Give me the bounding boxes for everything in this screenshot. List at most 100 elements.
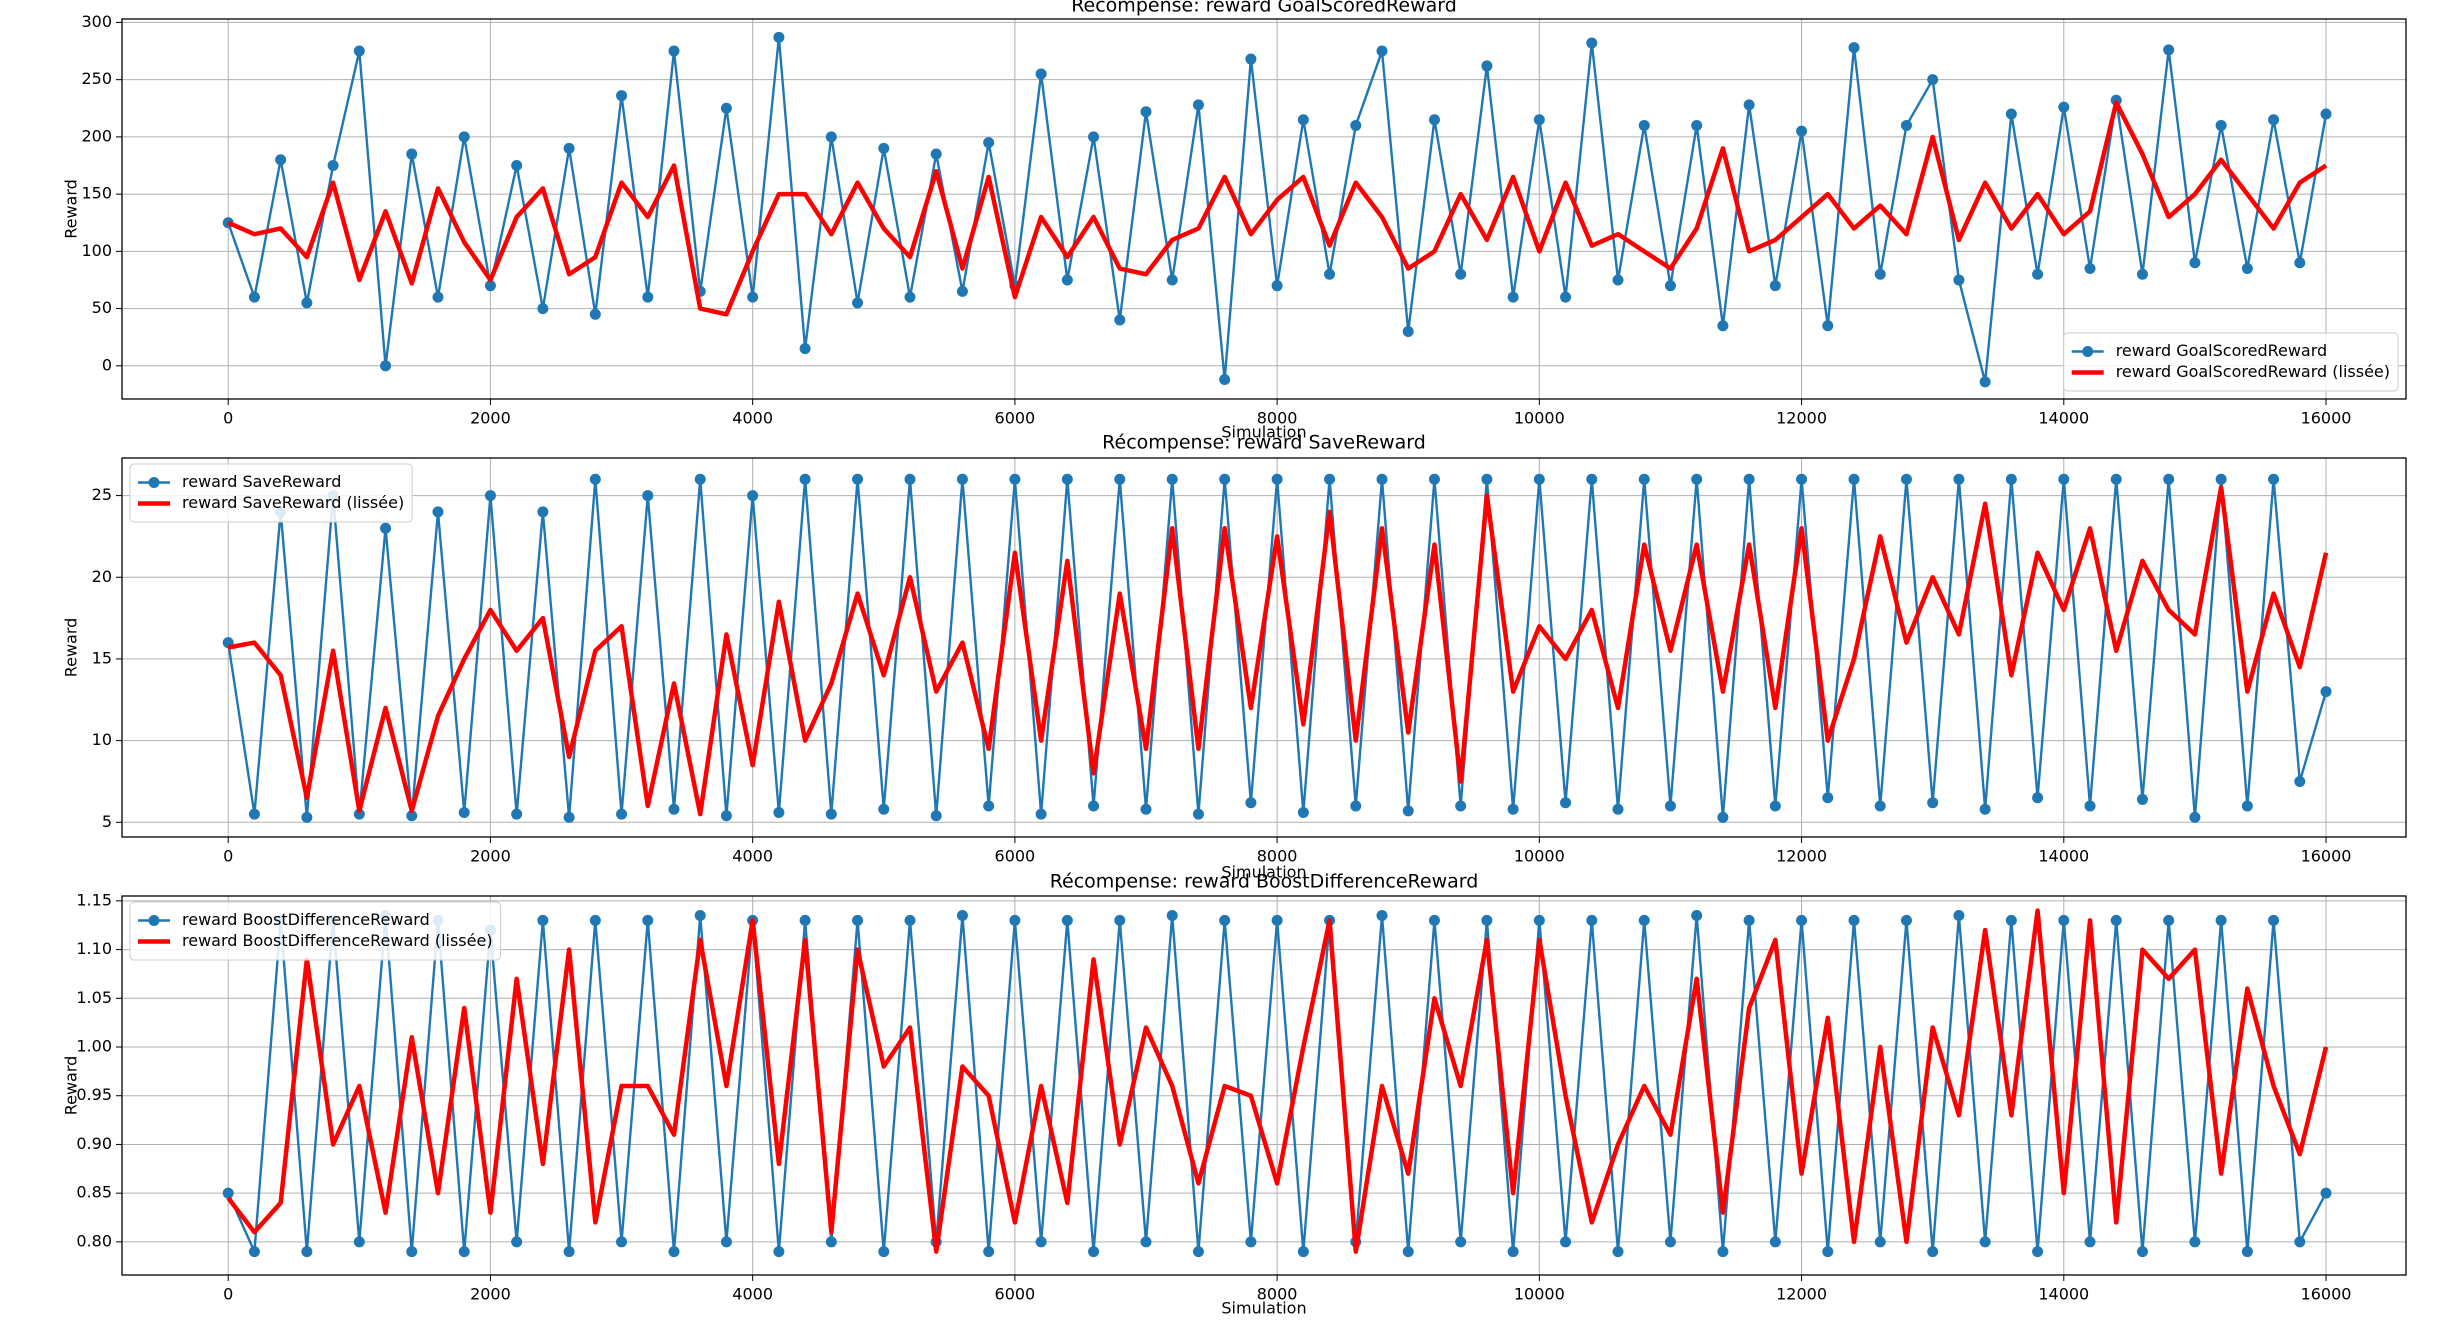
data-point — [852, 914, 864, 926]
data-point — [1009, 914, 1021, 926]
data-point — [2215, 914, 2227, 926]
data-point — [301, 297, 313, 309]
y-tick-label: 0.80 — [76, 1231, 112, 1250]
data-point — [1245, 53, 1257, 65]
y-tick-label: 5 — [102, 812, 112, 831]
data-point — [1796, 914, 1808, 926]
data-point — [2294, 257, 2306, 269]
data-point — [2189, 257, 2201, 269]
data-point — [458, 131, 470, 143]
data-point — [1455, 800, 1467, 812]
legend: reward GoalScoredReward reward GoalScored… — [2063, 332, 2399, 392]
legend-marker — [2082, 346, 2094, 357]
data-point — [2268, 914, 2280, 926]
data-point — [773, 1246, 785, 1258]
data-point — [1114, 473, 1126, 485]
data-point — [1874, 268, 1886, 280]
x-tick-label: 6000 — [995, 409, 1036, 428]
data-point — [1533, 473, 1545, 485]
data-point — [1638, 119, 1650, 131]
data-point — [852, 297, 864, 309]
data-point — [930, 810, 942, 822]
y-tick-label: 150 — [81, 184, 112, 203]
data-point — [1979, 376, 1991, 388]
data-point — [1612, 1246, 1624, 1258]
data-point — [353, 1236, 365, 1248]
legend: reward BoostDifferenceReward reward Boost… — [129, 901, 502, 961]
data-point — [248, 291, 260, 303]
data-point — [983, 137, 995, 149]
data-point — [1848, 473, 1860, 485]
x-tick-label: 8000 — [1257, 1285, 1298, 1304]
subplot: 0 2000 4000 6000 8000 10000 12000 14000 16000 5 10… — [62, 432, 2407, 882]
data-point — [1769, 1236, 1781, 1248]
data-point — [589, 914, 601, 926]
data-point — [484, 280, 496, 292]
data-point — [799, 914, 811, 926]
data-point — [1324, 473, 1336, 485]
data-point — [1533, 914, 1545, 926]
data-point — [642, 291, 654, 303]
data-point — [2320, 1187, 2332, 1199]
x-tick-label: 14000 — [2038, 409, 2089, 428]
data-point — [406, 810, 418, 822]
x-tick-label: 12000 — [1776, 1285, 1827, 1304]
x-tick-label: 10000 — [1514, 1285, 1565, 1304]
y-axis-label: Reward — [62, 179, 81, 239]
data-point — [1560, 797, 1572, 809]
data-point — [1376, 45, 1388, 57]
data-point — [537, 303, 549, 315]
plot-area — [222, 31, 2332, 388]
x-tick-label: 12000 — [1776, 847, 1827, 866]
data-point — [406, 148, 418, 160]
data-point — [2084, 1236, 2096, 1248]
data-point — [1245, 797, 1257, 809]
y-tick-label: 1.10 — [76, 939, 112, 958]
data-point — [720, 1236, 732, 1248]
data-point — [1533, 114, 1545, 126]
data-point — [878, 142, 890, 154]
data-point — [1664, 800, 1676, 812]
data-point — [904, 473, 916, 485]
data-point — [1219, 914, 1231, 926]
axes-frame — [121, 895, 2407, 1276]
data-point — [1822, 792, 1834, 804]
data-point — [1350, 800, 1362, 812]
x-tick-label: 2000 — [470, 1285, 511, 1304]
data-point — [248, 808, 260, 820]
data-point — [1114, 314, 1126, 326]
data-point — [1979, 803, 1991, 815]
data-point — [380, 360, 392, 372]
data-point — [2136, 793, 2148, 805]
data-point — [1979, 1236, 1991, 1248]
data-point — [1297, 1246, 1309, 1258]
data-point — [2058, 473, 2070, 485]
data-point — [1088, 131, 1100, 143]
data-point — [930, 148, 942, 160]
data-point — [852, 473, 864, 485]
data-point — [1953, 473, 1965, 485]
data-point — [904, 914, 916, 926]
data-point — [1402, 325, 1414, 337]
x-tick-label: 4000 — [732, 409, 773, 428]
data-point — [983, 1246, 995, 1258]
data-point — [2005, 108, 2017, 120]
data-point — [2084, 263, 2096, 275]
data-point — [1638, 473, 1650, 485]
y-tick-label: 200 — [81, 126, 112, 145]
data-point — [2032, 1246, 2044, 1258]
data-point — [616, 1236, 628, 1248]
data-point — [1586, 473, 1598, 485]
data-point — [1560, 1236, 1572, 1248]
data-point — [248, 1246, 260, 1258]
data-point — [1900, 473, 1912, 485]
data-point — [2241, 1246, 2253, 1258]
y-tick-label: 1.00 — [76, 1037, 112, 1056]
data-point — [1612, 803, 1624, 815]
subplot: 0 2000 4000 6000 8000 10000 12000 14000 16000 0.8… — [62, 871, 2407, 1318]
data-point — [432, 506, 444, 518]
data-point — [825, 131, 837, 143]
x-tick-label: 8000 — [1257, 847, 1298, 866]
data-point — [327, 160, 339, 172]
data-point — [301, 811, 313, 823]
